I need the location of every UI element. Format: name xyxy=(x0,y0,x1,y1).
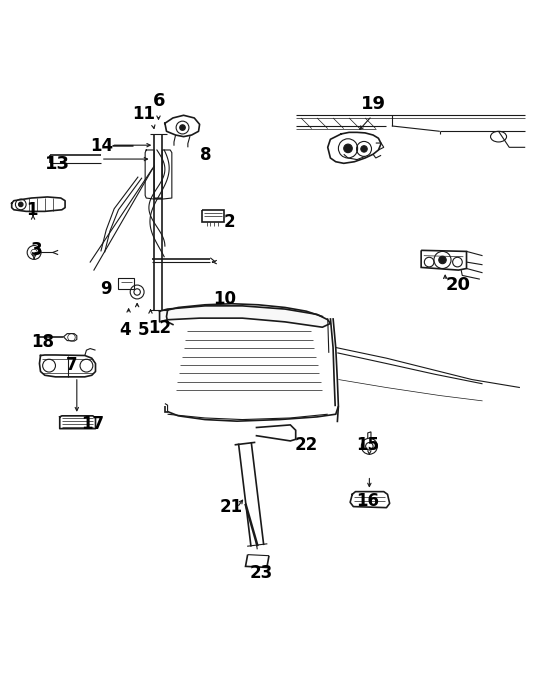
Text: 12: 12 xyxy=(148,319,171,337)
Circle shape xyxy=(361,146,367,152)
Text: 18: 18 xyxy=(31,333,54,351)
Text: 7: 7 xyxy=(66,357,77,374)
Text: 14: 14 xyxy=(90,137,114,155)
Text: 15: 15 xyxy=(356,436,379,455)
Text: 11: 11 xyxy=(132,105,155,123)
Text: 10: 10 xyxy=(213,291,236,309)
Text: 22: 22 xyxy=(295,436,318,454)
Circle shape xyxy=(19,202,23,206)
Circle shape xyxy=(439,256,446,263)
Text: 9: 9 xyxy=(100,280,111,297)
Text: 16: 16 xyxy=(356,492,379,510)
Text: 23: 23 xyxy=(250,564,273,582)
Text: 5: 5 xyxy=(138,321,150,338)
Text: 17: 17 xyxy=(81,415,104,433)
Text: 21: 21 xyxy=(220,498,243,516)
Circle shape xyxy=(344,144,352,153)
Circle shape xyxy=(180,125,185,130)
Text: 3: 3 xyxy=(31,241,43,259)
Polygon shape xyxy=(160,306,330,327)
Text: 13: 13 xyxy=(45,156,70,173)
Text: 2: 2 xyxy=(224,213,235,231)
Text: 6: 6 xyxy=(153,92,166,110)
Text: 20: 20 xyxy=(445,275,470,293)
Text: 8: 8 xyxy=(200,147,211,164)
Text: 4: 4 xyxy=(119,321,131,338)
Text: 1: 1 xyxy=(26,202,37,220)
Text: 19: 19 xyxy=(360,95,386,113)
